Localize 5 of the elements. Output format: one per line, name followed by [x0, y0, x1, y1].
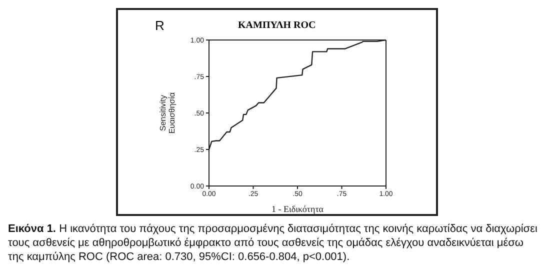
x-axis-title: 1 - Ειδικότητα — [271, 204, 324, 214]
text: R — [155, 18, 164, 33]
text: Εικόνα 1. — [8, 223, 56, 235]
y-axis-title: Sensitivity Ευαισθησία — [158, 92, 176, 134]
chart-title: ΚΑΜΠΥΛΗ ROC — [238, 20, 316, 31]
